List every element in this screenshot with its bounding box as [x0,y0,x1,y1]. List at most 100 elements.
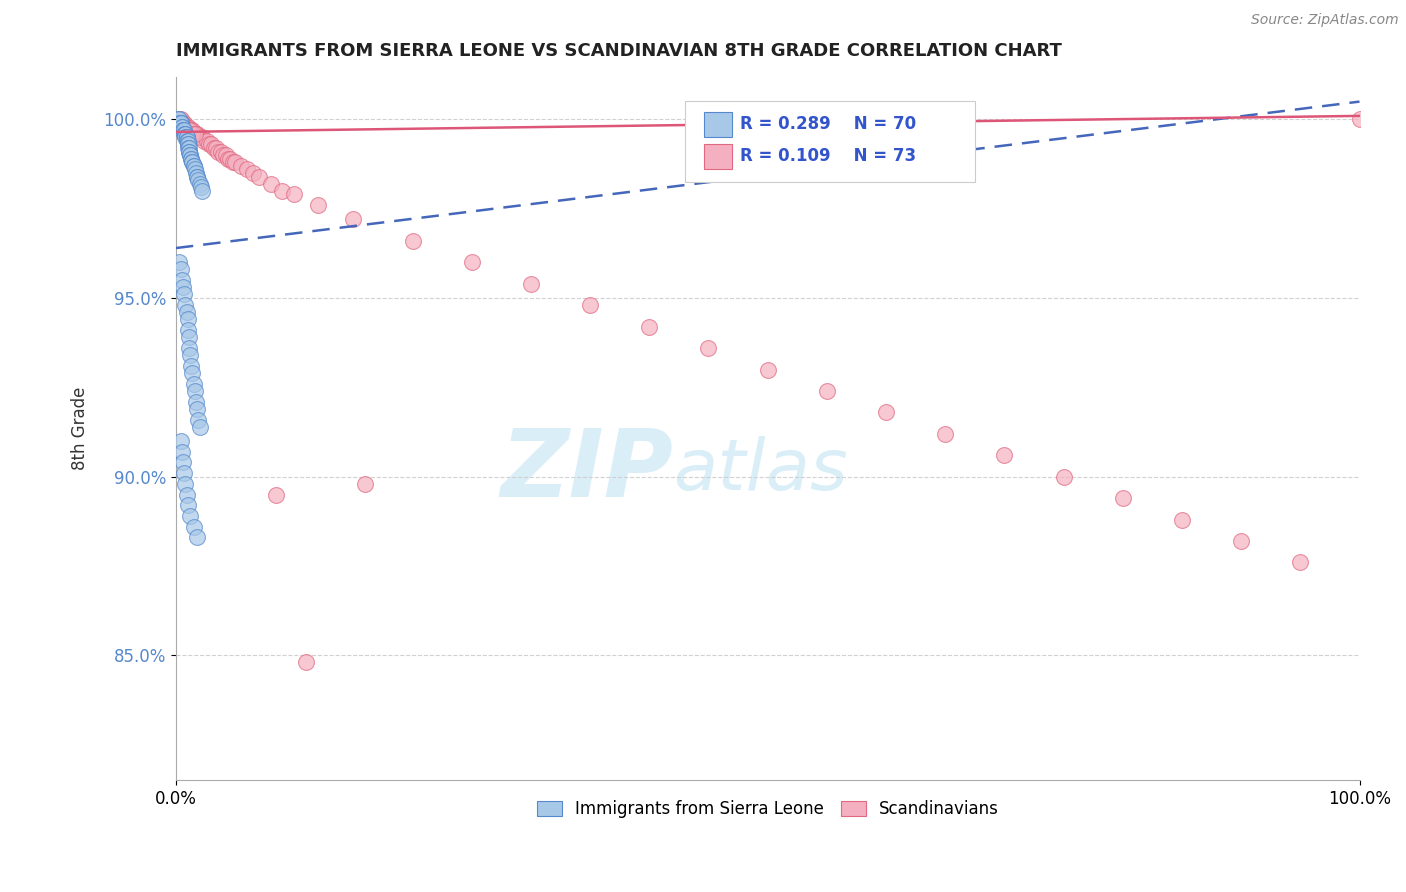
Point [461,255,484,269]
Point [934,426,956,441]
Point [170,273,193,287]
Point [176,130,198,145]
Point [221,155,243,169]
Text: Source: ZipAtlas.com: Source: ZipAtlas.com [1251,13,1399,28]
Point [242,166,264,180]
Point [184,166,207,180]
FancyBboxPatch shape [685,101,974,182]
Point [173,466,195,480]
Point [180,359,202,373]
Point [212,148,235,162]
Point [1171,512,1194,526]
Point [184,127,207,141]
Point [179,348,201,362]
Point [174,120,197,134]
Point [191,184,214,198]
Point [167,112,190,127]
Point [184,127,207,141]
Point [247,169,270,184]
Point [229,159,252,173]
Point [172,123,194,137]
Point [170,444,193,458]
Point [183,159,205,173]
Text: atlas: atlas [673,436,848,505]
Point [177,330,200,344]
Point [177,341,200,355]
Point [186,169,208,184]
Point [236,162,259,177]
FancyBboxPatch shape [704,112,733,137]
Point [283,187,305,202]
Point [187,173,209,187]
Point [266,487,288,501]
Point [1052,469,1074,483]
Point [169,255,191,269]
Point [193,134,215,148]
Point [176,498,198,512]
Point [176,120,198,134]
Point [172,123,194,137]
Point [173,287,195,301]
Point [169,262,191,277]
Point [174,120,197,134]
Point [173,116,195,130]
Point [179,148,201,162]
Point [183,376,205,391]
Point [180,152,202,166]
Point [180,152,202,166]
Point [174,298,197,312]
Point [179,148,201,162]
Point [217,152,239,166]
Point [815,384,838,398]
Point [173,120,195,134]
Point [401,234,423,248]
Point [172,280,194,294]
Point [1112,491,1135,505]
Point [205,141,228,155]
Point [202,141,225,155]
Point [190,180,212,194]
Point [176,137,198,152]
Point [184,394,207,409]
Point [176,123,198,137]
Text: R = 0.109    N = 73: R = 0.109 N = 73 [741,147,917,165]
Point [198,137,221,152]
Point [176,120,198,134]
Point [173,127,195,141]
Text: R = 0.289    N = 70: R = 0.289 N = 70 [741,115,917,134]
Point [169,112,191,127]
Point [181,155,204,169]
Point [209,145,232,159]
Point [176,130,198,145]
Point [183,127,205,141]
Point [170,120,193,134]
Point [177,123,200,137]
Point [875,405,897,419]
Point [579,298,602,312]
Point [176,137,198,152]
Point [993,448,1015,462]
FancyBboxPatch shape [704,145,733,169]
Point [174,127,197,141]
Point [271,184,294,198]
Point [181,366,204,380]
Point [1289,555,1312,569]
Point [170,116,193,130]
Point [180,123,202,137]
Text: ZIP: ZIP [501,425,673,516]
Point [200,137,222,152]
Point [174,127,197,141]
Point [184,162,207,177]
Point [181,155,204,169]
Point [184,127,207,141]
Point [176,305,198,319]
Point [188,177,211,191]
Point [174,130,197,145]
Point [756,362,779,376]
Point [187,412,209,426]
Point [169,116,191,130]
Point [224,155,246,169]
Point [179,123,201,137]
Point [169,112,191,127]
Point [176,312,198,326]
